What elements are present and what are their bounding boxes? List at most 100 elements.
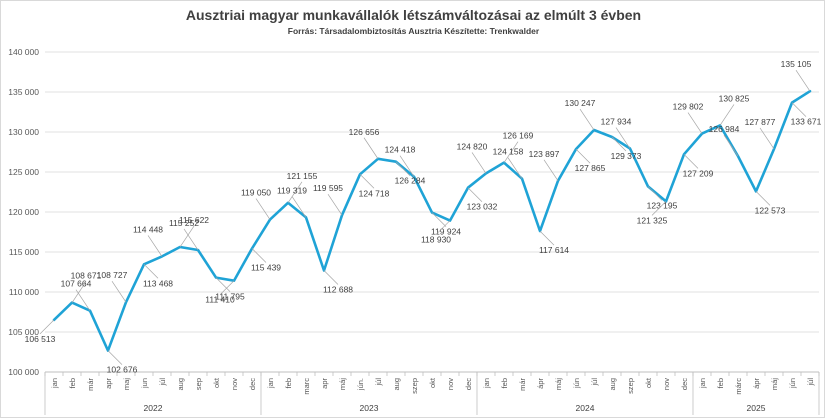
- leader-line: [579, 108, 595, 131]
- data-label: 112 688: [323, 284, 353, 294]
- x-tick-label: apr: [104, 378, 113, 389]
- data-label: 115 622: [179, 215, 209, 225]
- leader-line: [75, 289, 91, 311]
- x-tick-label: feb: [68, 378, 77, 388]
- x-tick-label: aug: [176, 378, 185, 391]
- leader-line: [219, 280, 235, 295]
- data-label: 124 718: [359, 188, 390, 198]
- x-tick-label: nov: [230, 378, 239, 390]
- leader-line: [687, 112, 703, 134]
- x-tick-label: feb: [500, 378, 509, 388]
- leader-line: [183, 228, 199, 251]
- x-tick-label: jun: [140, 378, 149, 389]
- x-tick-label: jan: [266, 378, 275, 389]
- data-label: 107 664: [61, 279, 92, 289]
- leader-line: [651, 201, 667, 216]
- x-tick-label: márc: [734, 378, 743, 395]
- leader-line: [359, 174, 375, 189]
- leader-line: [431, 212, 447, 227]
- leader-line: [539, 230, 555, 246]
- year-label: 2022: [144, 403, 163, 413]
- x-tick-label: jan: [50, 378, 59, 389]
- y-tick-label: 125 000: [8, 167, 39, 177]
- data-label: 114 448: [133, 224, 163, 234]
- data-label: 119 595: [313, 183, 343, 193]
- x-tick-label: okt: [644, 377, 653, 388]
- x-tick-label: júl: [158, 378, 167, 387]
- series-line-group: [52, 89, 812, 352]
- x-tick-label: nov: [446, 378, 455, 390]
- data-label: 121 155: [287, 171, 318, 181]
- leader-line: [287, 181, 303, 203]
- y-tick-label: 110 000: [9, 287, 39, 297]
- leader-line: [647, 186, 663, 201]
- y-tick-label: 115 000: [9, 247, 39, 257]
- x-tick-label: sep: [194, 378, 203, 390]
- data-label: 119 924: [431, 227, 461, 237]
- x-tick-label: júl: [806, 378, 815, 387]
- leader-line: [215, 277, 231, 292]
- x-tick-label: jan: [698, 378, 707, 389]
- y-tick-label: 105 000: [8, 327, 39, 337]
- leader-line: [147, 235, 163, 257]
- data-label: 111 410: [205, 295, 235, 305]
- x-tick-label: már: [86, 378, 95, 391]
- leader-line: [251, 248, 267, 263]
- x-tick-label: feb: [284, 378, 293, 388]
- leader-line: [467, 187, 483, 202]
- leader-line: [507, 157, 523, 179]
- leader-line: [683, 154, 699, 169]
- leader-line: [759, 127, 775, 150]
- data-label: 126 284: [395, 176, 426, 186]
- data-label: 123 032: [467, 202, 498, 212]
- x-tick-label: jan: [482, 378, 491, 389]
- data-label: 119 050: [241, 188, 271, 198]
- x-tick-label: maj: [122, 378, 131, 390]
- x-tick-label: apr: [320, 378, 329, 389]
- leader-line: [471, 152, 487, 174]
- leader-line: [719, 104, 735, 126]
- data-label: 124 418: [385, 145, 416, 155]
- x-axis: jan feb már apr maj jun júl aug sep okt nov dec jan f…: [44, 371, 820, 415]
- leader-line: [795, 69, 811, 92]
- leader-line: [323, 270, 339, 285]
- x-tick-label: máj: [554, 378, 563, 390]
- data-label: 115 439: [251, 262, 281, 272]
- x-tick-label: szep: [626, 378, 635, 394]
- leader-line: [575, 148, 591, 164]
- y-tick-label: 135 000: [8, 87, 39, 97]
- data-label: 117 614: [539, 245, 569, 255]
- leader-line: [503, 141, 519, 163]
- chart-title: Ausztriai magyar munkavállalók létszámvá…: [185, 7, 642, 23]
- data-label: 129 373: [611, 151, 642, 161]
- data-label: 126 984: [709, 124, 740, 134]
- year-label: 2023: [360, 403, 379, 413]
- leader-line: [327, 194, 343, 216]
- leader-line: [755, 191, 771, 206]
- x-tick-label: júl: [590, 378, 599, 387]
- data-label: 130 825: [719, 93, 750, 103]
- data-label: 115 252: [169, 218, 199, 228]
- leader-line: [255, 198, 271, 220]
- series-line: [52, 89, 812, 352]
- leader-line: [723, 134, 739, 157]
- data-label: 113 468: [143, 278, 173, 288]
- data-label: 118 930: [421, 235, 451, 245]
- data-label: 127 209: [683, 168, 714, 178]
- leader-line: [111, 280, 127, 303]
- x-tick-label: júl: [374, 378, 383, 387]
- y-axis: 100 000 105 000 110 000 115 000 120 000 125 0…: [8, 47, 39, 377]
- leader-line: [611, 136, 627, 152]
- x-tick-label: feb: [716, 378, 725, 388]
- x-tick-label: aug: [608, 378, 617, 391]
- leader-line: [791, 102, 807, 117]
- x-tick-label: nov: [662, 378, 671, 390]
- data-label: 127 934: [601, 117, 632, 127]
- x-tick-label: jún: [788, 378, 797, 389]
- x-tick-label: ápr: [536, 378, 545, 389]
- leader-line: [291, 196, 307, 218]
- data-label: 122 573: [755, 205, 786, 215]
- data-label: 106 513: [25, 334, 56, 344]
